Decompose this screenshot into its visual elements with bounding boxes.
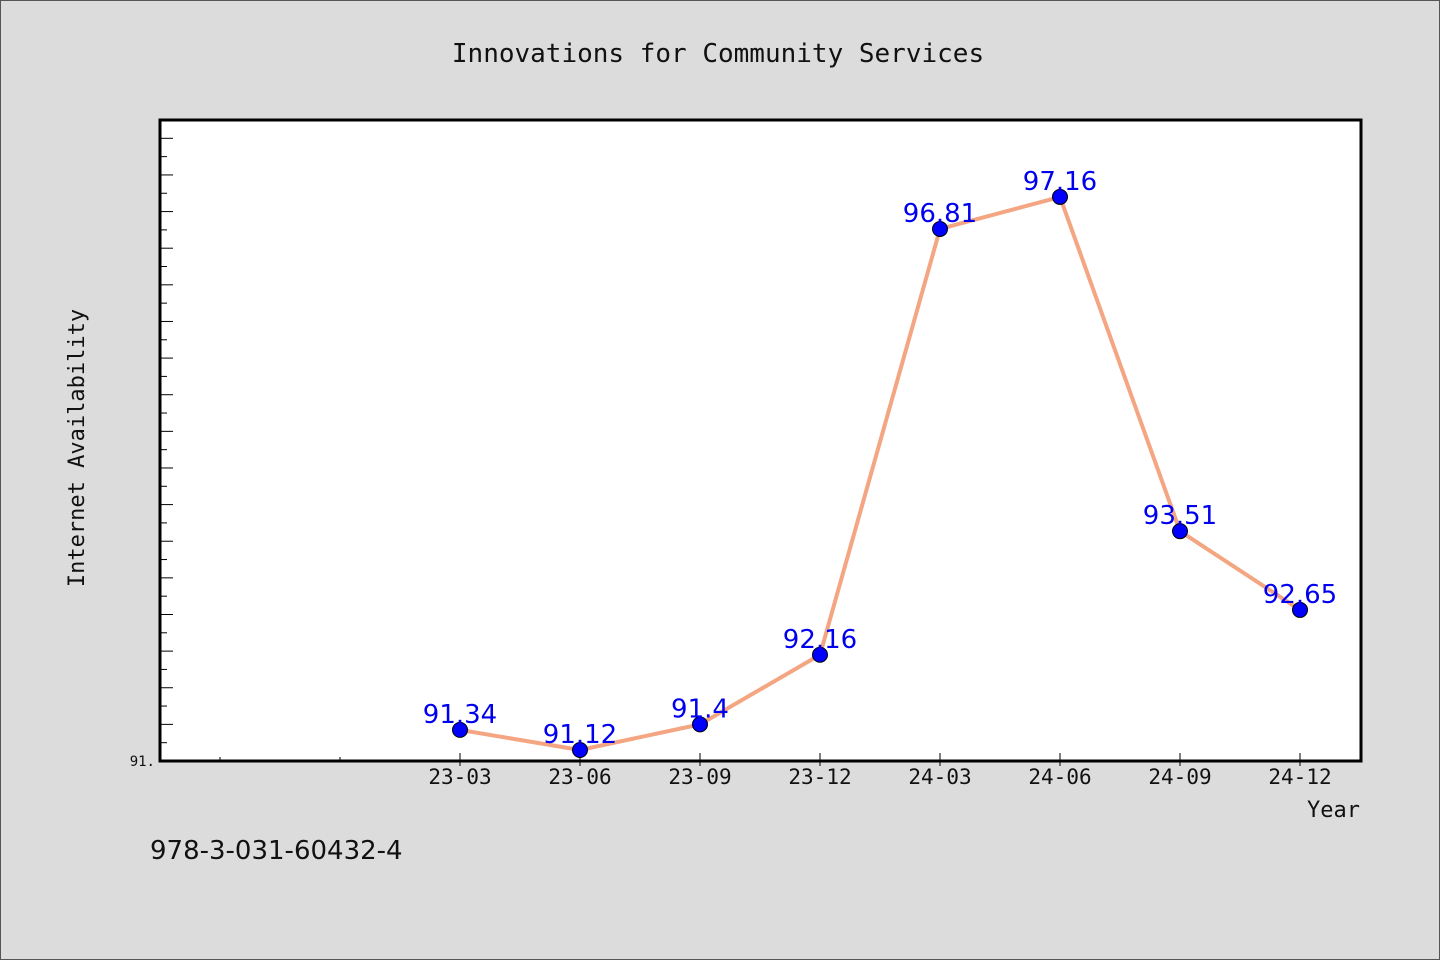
data-label: 92.65 — [1263, 580, 1337, 610]
data-label: 96.81 — [903, 199, 977, 229]
isbn-text: 978-3-031-60432-4 — [150, 836, 403, 866]
data-label: 93.51 — [1143, 501, 1217, 531]
data-label: 91.12 — [543, 720, 617, 750]
data-point — [692, 716, 708, 733]
data-point — [812, 646, 828, 663]
x-tick-label: 24-09 — [1148, 765, 1211, 789]
x-tick-label: 23-09 — [668, 765, 731, 789]
data-point — [932, 220, 948, 237]
x-tick-label: 24-06 — [1028, 765, 1091, 789]
data-label: 97.16 — [1023, 167, 1097, 197]
x-tick-label: 23-03 — [428, 765, 491, 789]
data-point — [452, 721, 468, 738]
x-axis-label: Year — [1307, 798, 1360, 823]
y-axis-ticks — [160, 119, 173, 762]
data-point — [1172, 523, 1188, 540]
x-axis-ticks: 23-03 23-06 23-09 23-12 24-03 24-06 24-09 24-12 — [219, 753, 1332, 789]
chart-title: Innovations for Community Services — [452, 39, 984, 69]
data-label: 91.34 — [423, 700, 497, 730]
series-group: 91.34 91.12 91.4 92.16 96.81 97.16 93.51 92.65 — [423, 167, 1337, 759]
y-axis-label: Internet Availability — [65, 309, 90, 587]
data-label: 92.16 — [783, 625, 857, 655]
plot-area — [158, 118, 1363, 763]
data-point — [572, 742, 588, 759]
x-tick-label: 23-06 — [548, 765, 611, 789]
x-tick-label: 23-12 — [788, 765, 851, 789]
data-point — [1052, 188, 1068, 205]
x-tick-label: 24-12 — [1268, 765, 1331, 789]
y-tick-label: 91. — [130, 754, 155, 770]
data-label: 91.4 — [671, 694, 729, 724]
data-point — [1292, 601, 1308, 618]
x-tick-label: 24-03 — [908, 765, 971, 789]
series-line — [459, 194, 1302, 753]
